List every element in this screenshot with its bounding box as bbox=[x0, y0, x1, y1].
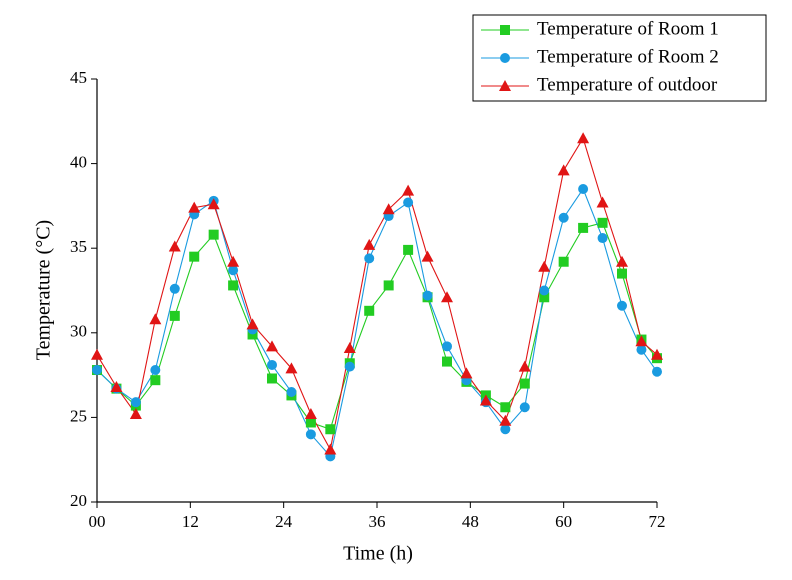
marker bbox=[150, 365, 161, 376]
marker bbox=[150, 375, 161, 386]
series-line bbox=[96, 136, 658, 452]
marker bbox=[651, 348, 663, 360]
x-tick-label: 12 bbox=[182, 512, 199, 531]
marker bbox=[382, 203, 395, 215]
marker bbox=[500, 25, 510, 35]
marker bbox=[442, 356, 452, 367]
x-axis-label: Time (h) bbox=[343, 543, 413, 565]
marker bbox=[499, 80, 511, 91]
legend-label: Temperature of outdoor bbox=[537, 74, 718, 95]
marker bbox=[285, 362, 298, 374]
marker bbox=[247, 329, 258, 340]
marker bbox=[228, 280, 239, 291]
marker bbox=[363, 238, 376, 250]
marker bbox=[91, 348, 103, 360]
marker bbox=[364, 305, 375, 316]
marker bbox=[499, 414, 512, 426]
marker bbox=[189, 251, 200, 262]
marker bbox=[539, 292, 550, 303]
marker bbox=[652, 366, 662, 377]
x-tick-label: 72 bbox=[649, 512, 666, 531]
marker bbox=[227, 255, 240, 267]
marker bbox=[129, 408, 142, 420]
marker bbox=[383, 280, 394, 291]
marker bbox=[460, 367, 473, 379]
marker bbox=[246, 318, 259, 330]
marker bbox=[539, 285, 550, 296]
legend-label: Temperature of Room 1 bbox=[537, 18, 719, 39]
series-line bbox=[96, 222, 658, 430]
marker bbox=[597, 217, 608, 228]
marker bbox=[617, 268, 627, 279]
marker bbox=[207, 198, 220, 210]
marker bbox=[421, 250, 434, 262]
marker bbox=[402, 184, 415, 196]
marker bbox=[92, 365, 102, 376]
y-axis-label: Temperature (°C) bbox=[33, 220, 55, 360]
marker bbox=[597, 233, 608, 244]
marker bbox=[635, 335, 648, 347]
marker bbox=[324, 443, 337, 455]
series-line bbox=[96, 187, 658, 458]
marker bbox=[519, 378, 530, 389]
marker bbox=[577, 132, 590, 144]
marker bbox=[519, 402, 530, 413]
marker bbox=[343, 342, 356, 354]
marker bbox=[169, 310, 180, 321]
y-tick-label: 25 bbox=[70, 406, 87, 425]
marker bbox=[617, 300, 627, 311]
x-tick-label: 60 bbox=[555, 512, 572, 531]
marker bbox=[403, 244, 414, 255]
x-tick-label: 00 bbox=[89, 512, 106, 531]
marker bbox=[304, 408, 317, 420]
marker bbox=[442, 341, 452, 352]
x-tick-label: 24 bbox=[275, 512, 293, 531]
marker bbox=[596, 196, 609, 208]
marker bbox=[441, 291, 453, 303]
marker bbox=[168, 240, 181, 252]
y-tick-label: 40 bbox=[70, 153, 87, 172]
legend: Temperature of Room 1 Temperature of Room… bbox=[472, 14, 767, 102]
marker bbox=[305, 417, 316, 428]
marker bbox=[344, 361, 355, 372]
marker bbox=[538, 260, 551, 272]
marker bbox=[130, 397, 141, 408]
marker bbox=[557, 164, 570, 176]
marker bbox=[149, 313, 162, 325]
marker bbox=[518, 360, 531, 372]
marker bbox=[228, 265, 239, 276]
y-tick-label: 45 bbox=[70, 68, 87, 87]
marker bbox=[422, 290, 433, 301]
marker bbox=[364, 253, 375, 264]
legend-label: Temperature of Room 2 bbox=[537, 46, 719, 67]
marker bbox=[500, 424, 511, 435]
marker bbox=[500, 53, 510, 63]
marker bbox=[267, 359, 277, 370]
marker bbox=[479, 394, 492, 406]
y-tick-label: 20 bbox=[70, 491, 87, 510]
y-tick-label: 30 bbox=[70, 322, 87, 341]
marker bbox=[266, 340, 278, 352]
marker bbox=[267, 373, 277, 384]
marker bbox=[558, 256, 569, 267]
marker bbox=[208, 229, 219, 240]
marker bbox=[325, 424, 336, 435]
marker bbox=[636, 344, 647, 355]
marker bbox=[616, 255, 628, 267]
marker bbox=[305, 429, 316, 440]
x-tick-label: 36 bbox=[369, 512, 386, 531]
marker bbox=[578, 222, 589, 233]
marker bbox=[578, 183, 589, 194]
marker bbox=[558, 212, 569, 223]
marker bbox=[110, 380, 123, 392]
y-tick-label: 35 bbox=[70, 237, 87, 256]
marker bbox=[403, 197, 414, 208]
x-tick-label: 48 bbox=[462, 512, 479, 531]
marker bbox=[188, 201, 201, 213]
marker bbox=[286, 387, 297, 398]
marker bbox=[169, 283, 180, 294]
marker bbox=[500, 402, 511, 413]
